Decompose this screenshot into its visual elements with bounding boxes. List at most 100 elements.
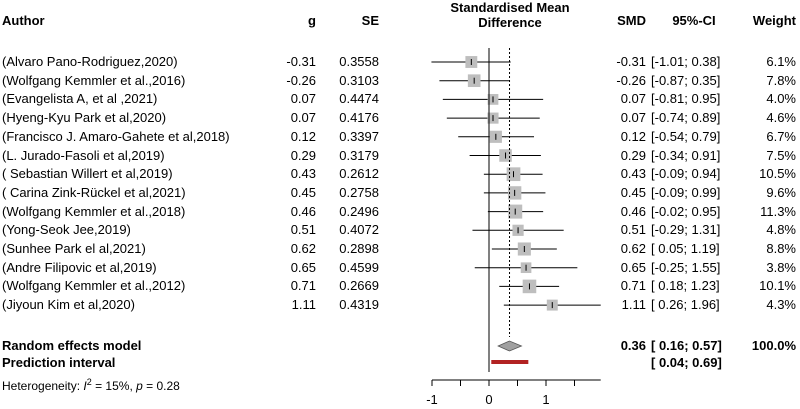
study-weight: 11.3% (760, 203, 796, 219)
study-weight: 4.3% (766, 297, 796, 313)
study-author: (Alvaro Pano-Rodriguez,2020) (2, 54, 178, 69)
study-g: 0.45 (290, 184, 316, 200)
study-g: 0.65 (290, 259, 316, 275)
study-se: 0.2669 (339, 278, 379, 294)
study-se: 0.3103 (339, 72, 379, 88)
study-author: (Hyeng-Kyu Park et al,2020) (2, 110, 167, 126)
study-weight: 6.1% (766, 54, 796, 69)
study-ci: [-0.54; 0.79] (651, 128, 721, 144)
study-author: (Jiyoun Kim et al,2020) (2, 297, 135, 313)
study-smd: 0.51 (620, 222, 646, 238)
study-smd: 0.07 (620, 110, 646, 126)
study-weight: 7.5% (766, 147, 796, 163)
heterogeneity-i2-symbol: I (83, 379, 87, 393)
study-weight: 8.8% (766, 241, 796, 256)
study-g: 0.51 (290, 222, 316, 238)
study-g: 0.07 (290, 110, 316, 126)
heterogeneity-p-rest: = 0.28 (142, 379, 180, 393)
study-ci: [-0.09; 0.99] (651, 184, 721, 200)
random-effects-label: Random effects model (2, 338, 142, 353)
header-smd: SMD (617, 13, 646, 28)
study-g: 1.11 (291, 297, 316, 313)
study-smd: -0.26 (616, 72, 646, 88)
study-ci: [-0.02; 0.95] (651, 203, 721, 219)
study-weight: 6.7% (766, 128, 796, 144)
study-g: 0.46 (290, 203, 316, 219)
prediction-interval-label: Prediction interval (2, 355, 116, 370)
heterogeneity-prefix: Heterogeneity: (2, 379, 84, 393)
heterogeneity-text: Heterogeneity: I2 = 15%, p = 0.28 (2, 374, 180, 394)
study-ci: [-0.81; 0.95] (651, 91, 721, 107)
study-weight: 7.8% (766, 72, 796, 88)
study-g: 0.62 (290, 241, 316, 256)
study-author: ( Carina Zink-Rückel et al,2021) (2, 184, 186, 200)
study-se: 0.2758 (339, 184, 379, 200)
header-ci: 95%-CI (672, 13, 716, 28)
study-se: 0.3397 (339, 128, 379, 144)
study-ci: [-0.09; 0.94] (651, 166, 721, 182)
heterogeneity-i2-sup: 2 (86, 377, 92, 387)
study-smd: 0.07 (620, 91, 646, 107)
study-weight: 10.5% (759, 166, 796, 182)
study-g: 0.12 (290, 128, 316, 144)
study-ci: [ 0.26; 1.96] (651, 297, 720, 313)
study-g: 0.07 (290, 91, 316, 107)
x-axis-tick-label: 0 (485, 392, 492, 407)
study-smd: 0.71 (620, 278, 646, 294)
study-ci: [-0.25; 1.55] (651, 259, 721, 275)
study-author: (Wolfgang Kemmler et al.,2016) (2, 72, 186, 88)
prediction-interval-ci: [ 0.04; 0.69] (651, 355, 722, 370)
study-author: (Evangelista A, et al ,2021) (2, 91, 158, 107)
study-se: 0.2496 (339, 203, 379, 219)
study-weight: 4.0% (766, 91, 796, 107)
study-weight: 9.6% (766, 184, 796, 200)
study-author: (Sunhee Park el al,2021) (2, 241, 146, 256)
heterogeneity-p-symbol: p (136, 379, 143, 393)
random-effects-ci: [ 0.16; 0.57] (651, 338, 722, 353)
study-ci: [-0.87; 0.35] (651, 72, 721, 88)
random-effects-weight: 100.0% (751, 338, 796, 353)
study-smd: 0.43 (620, 166, 646, 182)
study-smd: 0.62 (620, 241, 646, 256)
study-se: 0.4176 (339, 110, 379, 126)
header-plot-line1: Standardised Mean (450, 0, 570, 15)
study-smd: 1.11 (621, 297, 646, 313)
study-ci: [-0.29; 1.31] (651, 222, 721, 238)
study-ci: [-0.34; 0.91] (651, 147, 721, 163)
study-weight: 3.8% (766, 259, 796, 275)
study-smd: 0.45 (620, 184, 646, 200)
header-author: Author (2, 13, 45, 28)
study-se: 0.2612 (339, 166, 379, 182)
study-author: (Yong-Seok Jee,2019) (2, 222, 131, 238)
header-plot-line2: Difference (478, 15, 542, 30)
study-author: (Andre Filipovic et al,2019) (2, 259, 157, 275)
study-g: 0.43 (290, 166, 316, 182)
study-ci: [-1.01; 0.38] (651, 54, 721, 69)
study-se: 0.4474 (339, 91, 379, 107)
study-smd: 0.65 (620, 259, 646, 275)
x-axis-tick-label: 1 (542, 392, 549, 407)
study-smd: 0.29 (620, 147, 646, 163)
study-se: 0.4599 (339, 259, 379, 275)
study-ci: [ 0.18; 1.23] (651, 278, 720, 294)
random-effects-smd: 0.36 (620, 338, 646, 353)
study-author: (Wolfgang Kemmler et al.,2018) (2, 203, 186, 219)
study-weight: 4.6% (766, 110, 796, 126)
study-smd: 0.46 (620, 203, 646, 219)
study-smd: 0.12 (620, 128, 646, 144)
heterogeneity-i2-rest: = 15%, (91, 379, 137, 393)
study-se: 0.3179 (339, 147, 379, 163)
header-se: SE (361, 13, 379, 28)
study-author: (Wolfgang Kemmler et al.,2012) (2, 278, 186, 294)
random-effects-diamond (497, 340, 523, 352)
study-se: 0.4072 (339, 222, 379, 238)
study-g: 0.71 (290, 278, 316, 294)
x-axis-tick-label: -1 (426, 392, 438, 407)
header-g: g (308, 13, 316, 28)
header-weight: Weight (752, 13, 796, 28)
study-ci: [ 0.05; 1.19] (651, 241, 720, 256)
study-weight: 10.1% (759, 278, 796, 294)
study-g: 0.29 (290, 147, 316, 163)
study-ci: [-0.74; 0.89] (651, 110, 721, 126)
